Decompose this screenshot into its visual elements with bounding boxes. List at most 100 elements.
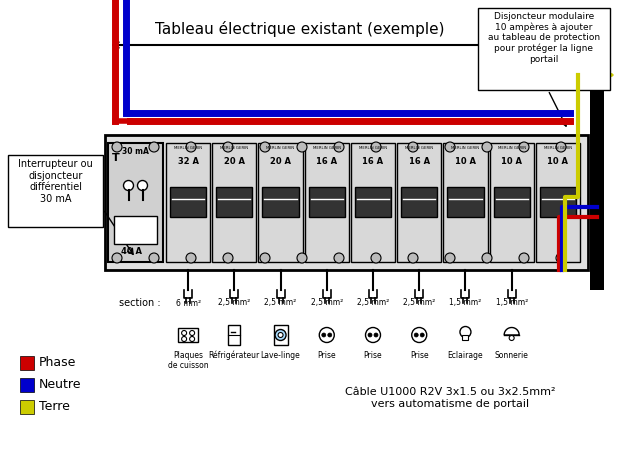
- Bar: [216, 187, 252, 218]
- Text: Sonnerie: Sonnerie: [495, 351, 529, 360]
- Text: 40 A: 40 A: [121, 247, 142, 256]
- Circle shape: [190, 337, 195, 341]
- Text: MERLIN GERIN: MERLIN GERIN: [174, 146, 202, 150]
- Bar: [397, 143, 441, 262]
- Bar: [443, 143, 487, 262]
- Text: 10 A: 10 A: [501, 157, 522, 166]
- Circle shape: [278, 332, 283, 338]
- Text: 30 mA: 30 mA: [122, 147, 149, 156]
- Circle shape: [482, 142, 492, 152]
- Text: 6 mm²: 6 mm²: [175, 299, 201, 307]
- Bar: [178, 328, 198, 342]
- Circle shape: [366, 327, 381, 343]
- Circle shape: [182, 331, 187, 336]
- Text: Terre: Terre: [39, 400, 70, 413]
- Bar: [259, 143, 303, 262]
- Text: 20 A: 20 A: [270, 157, 291, 166]
- Text: Prise: Prise: [364, 351, 383, 360]
- Bar: [170, 187, 206, 218]
- Text: 1,5 mm²: 1,5 mm²: [450, 299, 482, 307]
- Bar: [20, 378, 34, 392]
- Bar: [536, 143, 580, 262]
- Bar: [114, 216, 157, 244]
- Bar: [108, 143, 163, 262]
- Circle shape: [509, 336, 514, 340]
- Text: Neutre: Neutre: [39, 379, 81, 392]
- Circle shape: [223, 142, 233, 152]
- Text: 16 A: 16 A: [363, 157, 384, 166]
- Polygon shape: [504, 327, 519, 335]
- Circle shape: [275, 330, 286, 340]
- Circle shape: [186, 142, 196, 152]
- Text: 1,5 mm²: 1,5 mm²: [495, 299, 528, 307]
- Text: 16 A: 16 A: [409, 157, 430, 166]
- Text: 2,5 mm²: 2,5 mm²: [357, 299, 389, 307]
- Circle shape: [519, 253, 529, 263]
- Circle shape: [460, 326, 471, 338]
- Bar: [212, 143, 257, 262]
- Text: Réfrigérateur: Réfrigérateur: [209, 351, 260, 360]
- Text: Tableau électrique existant (exemple): Tableau électrique existant (exemple): [155, 21, 445, 37]
- Text: MERLIN GERIN: MERLIN GERIN: [220, 146, 249, 150]
- Circle shape: [149, 142, 159, 152]
- Circle shape: [112, 253, 122, 263]
- Circle shape: [408, 142, 418, 152]
- Circle shape: [260, 142, 270, 152]
- Circle shape: [556, 142, 566, 152]
- Circle shape: [182, 337, 187, 341]
- Text: MERLIN GERIN: MERLIN GERIN: [405, 146, 433, 150]
- Text: Disjoncteur modulaire
10 ampères à ajouter
au tableau de protection
pour protége: Disjoncteur modulaire 10 ampères à ajout…: [488, 12, 600, 64]
- Text: section :: section :: [120, 298, 161, 308]
- Circle shape: [112, 142, 122, 152]
- Bar: [463, 335, 469, 340]
- Bar: [304, 143, 349, 262]
- Text: Prise: Prise: [410, 351, 428, 360]
- Text: 10 A: 10 A: [455, 157, 476, 166]
- Text: T: T: [112, 153, 120, 163]
- Bar: [105, 135, 588, 270]
- Text: MERLIN GERIN: MERLIN GERIN: [312, 146, 341, 150]
- Circle shape: [297, 142, 307, 152]
- Circle shape: [420, 333, 424, 337]
- Circle shape: [260, 253, 270, 263]
- Circle shape: [322, 333, 326, 337]
- Text: Prise: Prise: [317, 351, 336, 360]
- Bar: [20, 356, 34, 370]
- Text: Eclairage: Eclairage: [448, 351, 483, 360]
- Text: 20 A: 20 A: [224, 157, 245, 166]
- Text: 2,5 mm²: 2,5 mm²: [218, 299, 250, 307]
- Text: Plaques
de cuisson: Plaques de cuisson: [168, 351, 208, 371]
- Circle shape: [371, 142, 381, 152]
- Bar: [351, 143, 395, 262]
- Bar: [273, 325, 288, 345]
- Circle shape: [408, 253, 418, 263]
- Circle shape: [445, 253, 455, 263]
- Circle shape: [334, 142, 344, 152]
- Text: 32 A: 32 A: [177, 157, 198, 166]
- Text: MERLIN GERIN: MERLIN GERIN: [498, 146, 526, 150]
- Circle shape: [519, 142, 529, 152]
- Circle shape: [149, 253, 159, 263]
- Text: 2,5 mm²: 2,5 mm²: [265, 299, 297, 307]
- Text: Interrupteur ou
disjoncteur
différentiel
30 mA: Interrupteur ou disjoncteur différentiel…: [18, 159, 93, 204]
- Bar: [590, 75, 604, 290]
- Text: 2,5 mm²: 2,5 mm²: [403, 299, 435, 307]
- Circle shape: [368, 333, 372, 337]
- Bar: [478, 8, 610, 90]
- Circle shape: [319, 327, 334, 343]
- Circle shape: [412, 327, 427, 343]
- Text: 2,5 mm²: 2,5 mm²: [311, 299, 343, 307]
- Circle shape: [374, 333, 378, 337]
- Text: Phase: Phase: [39, 357, 76, 370]
- Bar: [309, 187, 345, 218]
- Circle shape: [334, 253, 344, 263]
- Circle shape: [190, 331, 195, 336]
- Bar: [540, 187, 576, 218]
- Text: 16 A: 16 A: [316, 157, 337, 166]
- Circle shape: [445, 142, 455, 152]
- Bar: [262, 187, 299, 218]
- Circle shape: [556, 253, 566, 263]
- Bar: [401, 187, 437, 218]
- Circle shape: [138, 180, 148, 191]
- Bar: [448, 187, 484, 218]
